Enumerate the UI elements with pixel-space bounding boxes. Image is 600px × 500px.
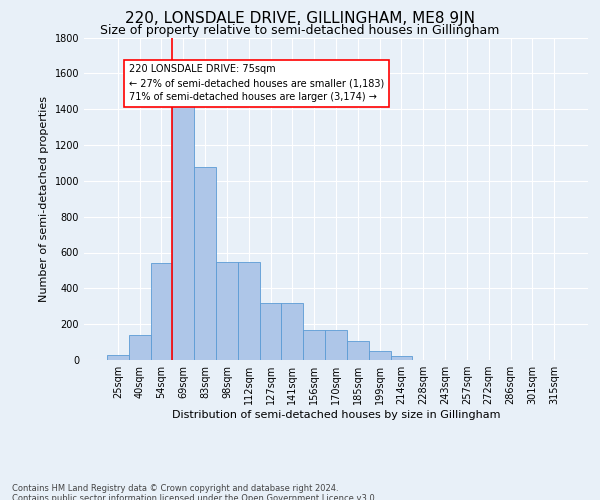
Text: 220 LONSDALE DRIVE: 75sqm
← 27% of semi-detached houses are smaller (1,183)
71% : 220 LONSDALE DRIVE: 75sqm ← 27% of semi-… [129,64,384,102]
Text: 220, LONSDALE DRIVE, GILLINGHAM, ME8 9JN: 220, LONSDALE DRIVE, GILLINGHAM, ME8 9JN [125,11,475,26]
Bar [391,356,412,360]
Text: Contains public sector information licensed under the Open Government Licence v3: Contains public sector information licen… [12,494,377,500]
Text: Size of property relative to semi-detached houses in Gillingham: Size of property relative to semi-detach… [100,24,500,37]
Bar [303,330,325,360]
Bar [107,354,129,360]
Bar [325,330,347,360]
Bar [216,262,238,360]
Bar [369,351,391,360]
Bar [151,263,172,360]
Y-axis label: Number of semi-detached properties: Number of semi-detached properties [39,96,49,302]
Text: Contains HM Land Registry data © Crown copyright and database right 2024.: Contains HM Land Registry data © Crown c… [12,484,338,493]
Bar [238,262,260,360]
Bar [172,98,194,360]
Bar [260,302,281,360]
Bar [281,302,303,360]
Bar [347,341,369,360]
Bar [129,335,151,360]
Bar [194,166,216,360]
X-axis label: Distribution of semi-detached houses by size in Gillingham: Distribution of semi-detached houses by … [172,410,500,420]
